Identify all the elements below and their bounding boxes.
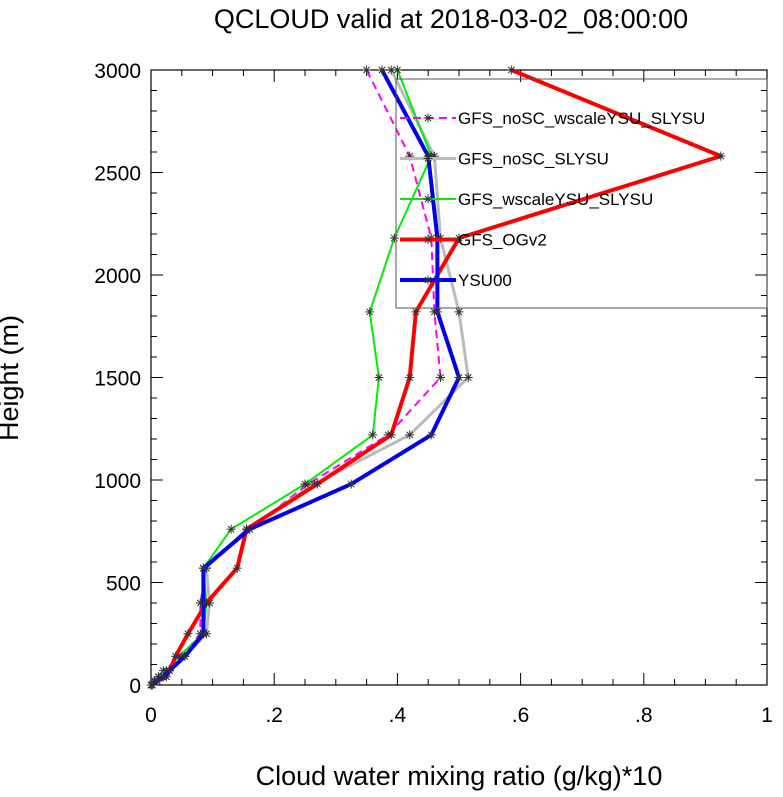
y-tick-label: 2500 bbox=[94, 163, 141, 186]
series-line bbox=[150, 69, 442, 686]
data-point bbox=[389, 233, 399, 243]
legend-marker bbox=[423, 275, 433, 285]
legend: GFS_noSC_wscaleYSU_SLYSU GFS_noSC_SLYSU GF… bbox=[395, 78, 768, 309]
legend-item: GFS_noSC_wscaleYSU_SLYSU bbox=[400, 109, 705, 128]
data-point bbox=[365, 307, 375, 317]
data-point bbox=[171, 651, 181, 661]
y-tick-label: 1500 bbox=[94, 368, 141, 391]
x-tick-label: 1 bbox=[761, 704, 773, 727]
y-tick-label: 3000 bbox=[94, 60, 141, 83]
legend-label: GFS_OGv2 bbox=[458, 231, 547, 250]
chart-title: QCLOUD valid at 2018-03-02_08:00:00 bbox=[214, 4, 688, 34]
data-point bbox=[426, 430, 436, 440]
data-point bbox=[454, 307, 464, 317]
data-point bbox=[232, 563, 242, 573]
data-point bbox=[346, 479, 356, 489]
legend-marker bbox=[423, 113, 433, 123]
series-line bbox=[150, 69, 433, 686]
data-point bbox=[362, 65, 372, 75]
axis-ticks: 0 .2 .4 .6 .8 1 0 500 1000 1500 2000 2500 3000 bbox=[94, 60, 773, 727]
series-GFS_wscaleYSU_SLYSU bbox=[147, 65, 436, 690]
x-tick-label: 0 bbox=[145, 704, 157, 727]
legend-item: YSU00 bbox=[400, 271, 512, 290]
data-point bbox=[198, 629, 208, 639]
data-point bbox=[454, 373, 464, 382]
legend-marker bbox=[423, 154, 433, 163]
data-point bbox=[506, 65, 516, 75]
data-point bbox=[463, 373, 473, 382]
legend-marker bbox=[423, 194, 433, 204]
data-point bbox=[164, 666, 174, 676]
data-point bbox=[405, 430, 415, 440]
legend-label: GFS_wscaleYSU_SLYSU bbox=[458, 190, 653, 209]
y-axis-label: Height (m) bbox=[0, 315, 24, 441]
y-tick-label: 500 bbox=[106, 573, 141, 596]
data-point bbox=[716, 151, 726, 161]
legend-label: YSU00 bbox=[458, 271, 512, 290]
data-point bbox=[374, 373, 384, 382]
x-axis-label: Cloud water mixing ratio (g/kg)*10 bbox=[256, 761, 663, 791]
legend-item: GFS_noSC_SLYSU bbox=[400, 150, 609, 169]
x-tick-label: .2 bbox=[265, 704, 283, 727]
data-point bbox=[183, 629, 193, 639]
data-point bbox=[386, 430, 396, 440]
data-point bbox=[180, 651, 190, 661]
data-point bbox=[158, 672, 168, 682]
data-point bbox=[226, 524, 236, 534]
y-tick-label: 0 bbox=[129, 675, 141, 698]
data-point bbox=[436, 373, 446, 382]
legend-item: GFS_wscaleYSU_SLYSU bbox=[400, 190, 653, 209]
legend-marker bbox=[423, 235, 433, 244]
data-point bbox=[368, 430, 378, 440]
data-point bbox=[405, 373, 415, 382]
series-YSU00 bbox=[147, 65, 464, 690]
y-tick-label: 2000 bbox=[94, 265, 141, 288]
legend-box bbox=[395, 78, 768, 309]
x-tick-label: .6 bbox=[512, 704, 530, 727]
data-point bbox=[411, 307, 421, 317]
x-tick-label: .8 bbox=[635, 704, 653, 727]
data-point bbox=[377, 65, 387, 75]
y-tick-label: 1000 bbox=[94, 470, 141, 493]
data-point bbox=[392, 65, 402, 75]
data-point bbox=[432, 307, 442, 317]
data-point bbox=[198, 598, 208, 608]
data-point bbox=[312, 479, 322, 489]
data-point bbox=[245, 524, 255, 534]
data-point bbox=[152, 676, 162, 686]
data-point bbox=[300, 479, 310, 489]
series-line bbox=[151, 69, 470, 687]
legend-label: GFS_noSC_wscaleYSU_SLYSU bbox=[458, 109, 705, 128]
data-point bbox=[147, 680, 157, 690]
x-tick-label: .4 bbox=[389, 704, 407, 727]
legend-label: GFS_noSC_SLYSU bbox=[458, 150, 609, 169]
data-point bbox=[198, 563, 208, 573]
legend-item: GFS_OGv2 bbox=[400, 231, 547, 250]
